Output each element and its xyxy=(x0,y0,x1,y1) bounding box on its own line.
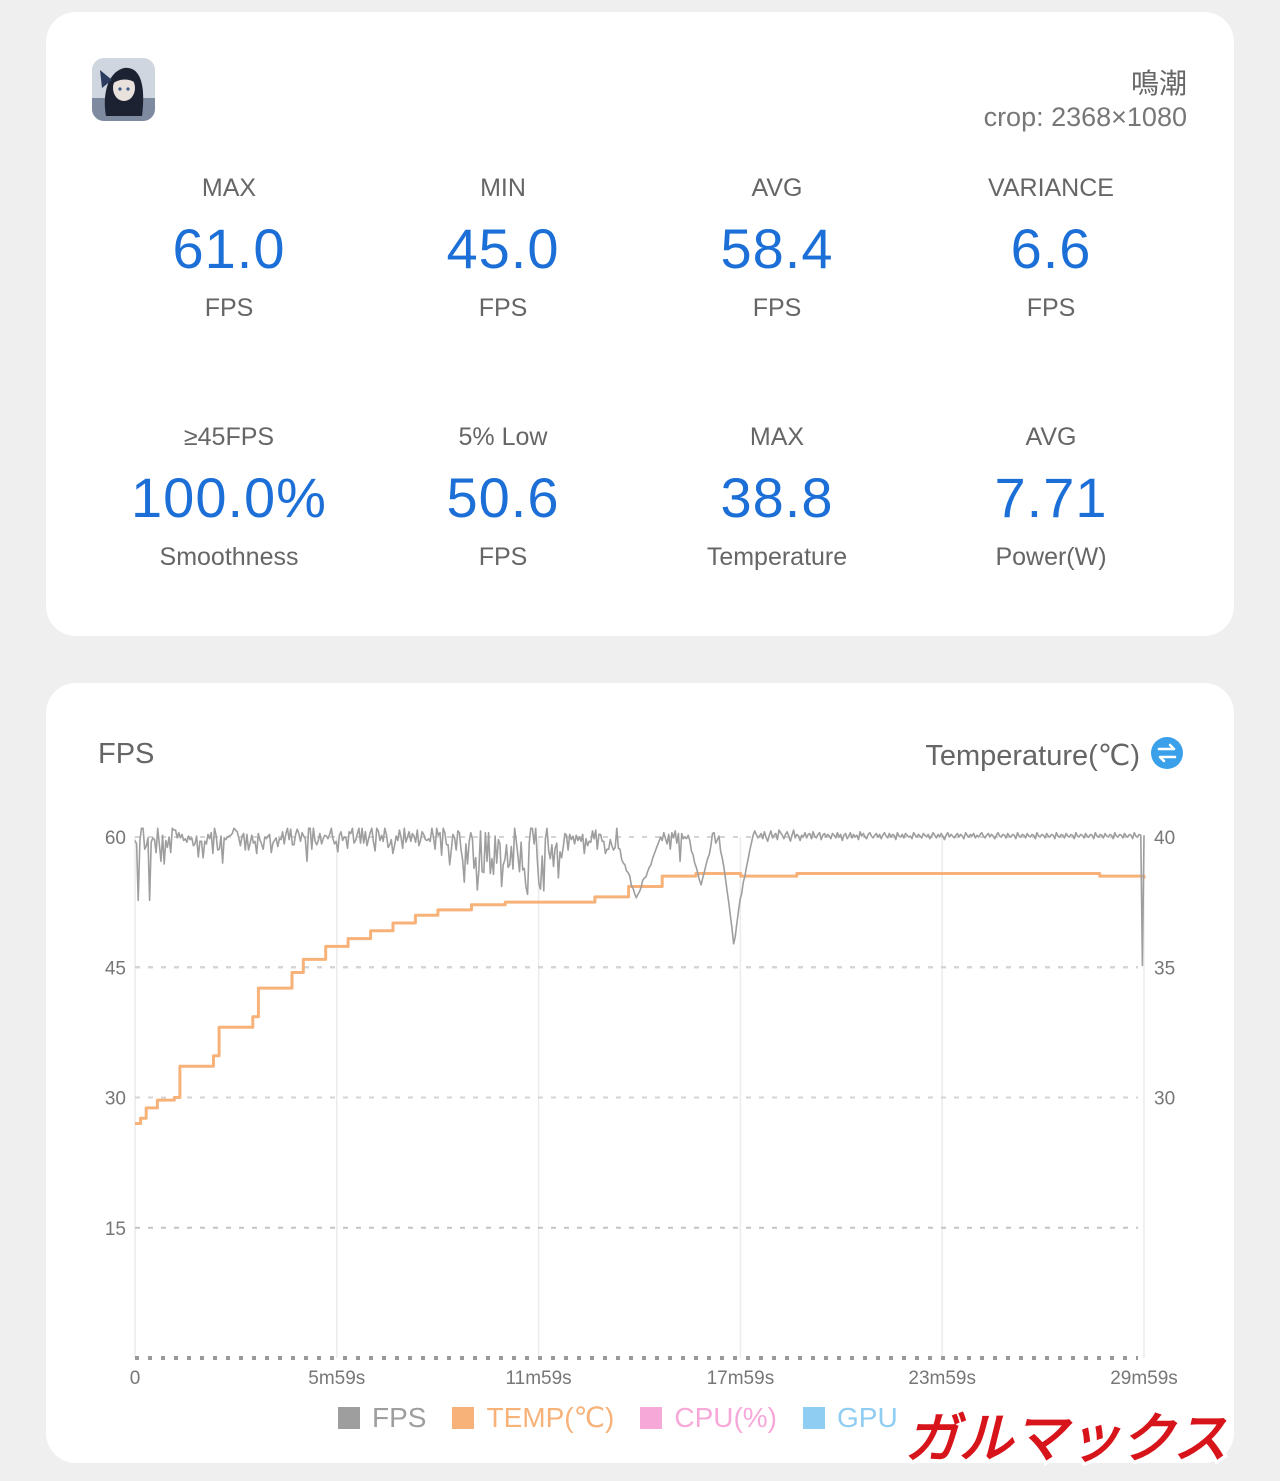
stat-label: MAX xyxy=(201,174,257,202)
stat-value: 7.71 xyxy=(994,466,1108,529)
legend-item-cpu[interactable]: CPU(%) xyxy=(640,1402,777,1434)
watermark-text: ガルマックス xyxy=(905,1407,1227,1467)
stat-unit: FPS xyxy=(752,294,802,322)
chart-legend: FPS TEMP(℃) CPU(%) GPU xyxy=(338,1401,924,1434)
chart-left-axis-title: FPS xyxy=(98,738,155,770)
y-tick-label-right: 30 xyxy=(1154,1089,1175,1110)
x-tick-label: 11m59s xyxy=(506,1368,572,1389)
stat-label: AVG xyxy=(1025,423,1077,451)
stat-value: 100.0% xyxy=(131,466,327,529)
stat-unit: FPS xyxy=(204,294,254,322)
x-tick-label: 0 xyxy=(130,1368,141,1389)
x-tick-label: 17m59s xyxy=(707,1368,775,1389)
stat-5pct-low: 5% Low 50.6 FPS xyxy=(366,421,640,573)
legend-swatch xyxy=(640,1406,663,1429)
legend-swatch xyxy=(338,1406,360,1429)
legend-label: TEMP(℃) xyxy=(486,1402,615,1433)
stat-label: MIN xyxy=(480,174,526,202)
stat-max-fps: MAX 61.0 FPS xyxy=(92,172,366,324)
stat-unit: Smoothness xyxy=(159,543,299,571)
stat-label: AVG xyxy=(751,174,803,202)
y-tick-label-left: 30 xyxy=(105,1089,126,1110)
stat-unit: Power(W) xyxy=(995,543,1107,571)
chart-right-axis-title[interactable]: Temperature(℃) xyxy=(925,740,1140,772)
stat-unit: FPS xyxy=(478,294,528,322)
stat-label: 5% Low xyxy=(458,423,548,451)
fps-series-line xyxy=(134,827,1145,967)
stat-label: VARIANCE xyxy=(988,174,1114,202)
swap-axis-icon[interactable] xyxy=(1151,737,1183,769)
legend-item-fps[interactable]: FPS xyxy=(338,1402,426,1434)
legend-item-temp[interactable]: TEMP(℃) xyxy=(452,1401,614,1434)
stat-avg-fps: AVG 58.4 FPS xyxy=(640,172,914,324)
crop-resolution: crop: 2368×1080 xyxy=(983,102,1187,132)
x-tick-label: 5m59s xyxy=(308,1368,365,1389)
summary-card: 鳴潮 crop: 2368×1080 MAX 61.0 FPS MIN 45.0… xyxy=(46,12,1234,636)
stat-label: ≥45FPS xyxy=(183,423,275,451)
y-tick-label-right: 35 xyxy=(1154,958,1175,979)
legend-label: FPS xyxy=(372,1401,427,1433)
legend-label: CPU(%) xyxy=(674,1401,778,1433)
y-tick-label-left: 60 xyxy=(105,828,126,849)
legend-swatch xyxy=(452,1406,475,1429)
x-tick-label: 23m59s xyxy=(908,1368,976,1389)
stat-unit: FPS xyxy=(478,543,528,571)
stat-value: 38.8 xyxy=(720,466,834,529)
legend-item-gpu[interactable]: GPU xyxy=(803,1402,898,1434)
stat-unit: Temperature xyxy=(706,543,848,571)
legend-label: GPU xyxy=(837,1401,898,1433)
chart-card: FPS Temperature(℃) 15 30 45 60 30 35 40 0 5m59… xyxy=(46,683,1234,1463)
y-tick-label-left: 45 xyxy=(105,958,126,979)
stat-value: 45.0 xyxy=(446,217,560,280)
app-icon xyxy=(92,58,155,121)
stat-value: 61.0 xyxy=(172,217,286,280)
stat-unit: FPS xyxy=(1026,294,1076,322)
stat-label: MAX xyxy=(749,423,805,451)
stat-value: 50.6 xyxy=(446,466,560,529)
y-tick-label-left: 15 xyxy=(105,1219,126,1240)
stat-variance: VARIANCE 6.6 FPS xyxy=(914,172,1188,324)
legend-swatch xyxy=(803,1406,826,1429)
x-tick-label: 29m59s xyxy=(1110,1368,1178,1389)
app-name: 鳴潮 xyxy=(1130,68,1187,99)
y-tick-label-right: 40 xyxy=(1154,828,1175,849)
stat-smoothness: ≥45FPS 100.0% Smoothness xyxy=(92,421,366,573)
fps-temperature-chart[interactable]: 15 30 45 60 30 35 40 0 5m59s 11m59s 17m59s 23m59s… xyxy=(46,683,1234,1463)
stat-value: 58.4 xyxy=(720,217,834,280)
stat-value: 6.6 xyxy=(1010,217,1092,280)
stat-avg-power: AVG 7.71 Power(W) xyxy=(914,421,1188,573)
watermark-logo: ガルマックス xyxy=(901,1405,1230,1467)
stat-min-fps: MIN 45.0 FPS xyxy=(366,172,640,324)
temperature-series-line xyxy=(135,872,1146,1125)
stat-max-temperature: MAX 38.8 Temperature xyxy=(640,421,914,573)
